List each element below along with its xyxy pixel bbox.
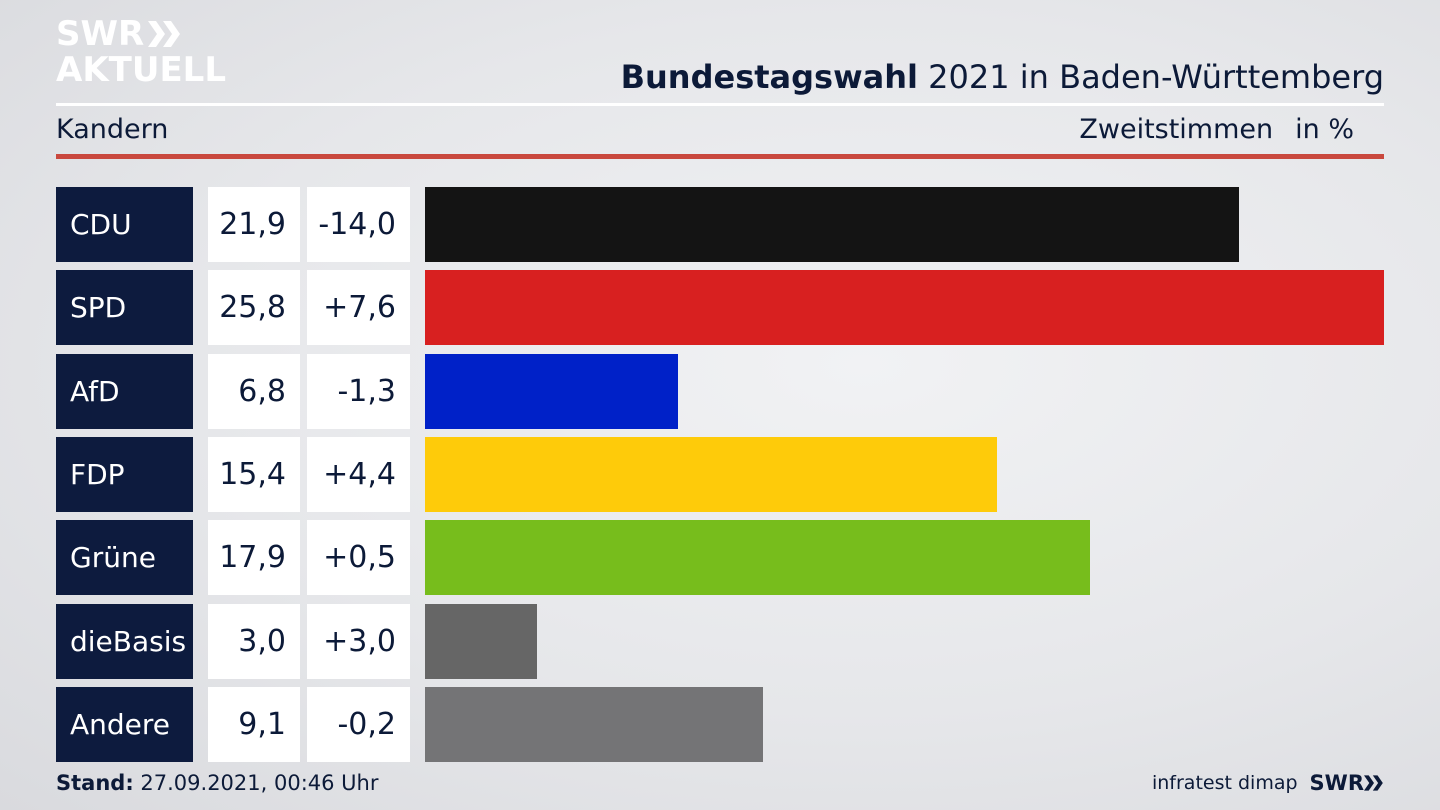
logo-aktuell-text: AKTUELL [56,50,227,90]
party-label: AfD [56,354,193,429]
bar-andere [425,687,763,762]
party-label: SPD [56,270,193,345]
stand-label: Stand: [56,771,134,795]
chart-title: Bundestagswahl 2021 in Baden-Württemberg [621,58,1384,96]
bar-row: Grüne 17,9 +0,5 [56,520,1384,595]
bar-fdp [425,437,997,512]
measure-text: Zweitstimmen [1079,114,1274,145]
vote-change-value: +0,5 [307,520,410,595]
unit-text: in % [1295,114,1354,145]
bar-row: Andere 9,1 -0,2 [56,687,1384,762]
party-label: FDP [56,437,193,512]
vote-change-value: -1,3 [307,354,410,429]
chart-title-bold: Bundestagswahl [620,58,918,96]
vote-share-value: 6,8 [208,354,300,429]
bar-spd [425,270,1384,345]
swr-footer-text: SWR [1309,771,1364,795]
stand-value: 27.09.2021, 00:46 Uhr [133,771,379,795]
subheader-divider [56,154,1384,159]
source-credit: infratest dimap SWR [1152,771,1384,795]
source-text: infratest dimap [1151,772,1298,794]
vote-change-value: -0,2 [307,687,410,762]
stand-timestamp: Stand: 27.09.2021, 00:46 Uhr [56,771,379,795]
bar-cdu [425,187,1239,262]
double-chevron-icon [1364,775,1383,791]
bar-row: SPD 25,8 +7,6 [56,270,1384,345]
party-label: Grüne [56,520,193,595]
vote-share-value: 9,1 [208,687,300,762]
bar-grüne [425,520,1090,595]
vote-share-value: 21,9 [208,187,300,262]
vote-share-value: 25,8 [208,270,300,345]
party-label: Andere [56,687,193,762]
vote-change-value: -14,0 [307,187,410,262]
region-label: Kandern [56,114,169,145]
bar-row: AfD 6,8 -1,3 [56,354,1384,429]
logo-swr-text: SWR [56,14,145,54]
vote-change-value: +7,6 [307,270,410,345]
vote-share-value: 3,0 [208,604,300,679]
swr-footer-logo: SWR [1310,771,1384,795]
bar-afd [425,354,678,429]
vote-change-value: +3,0 [307,604,410,679]
bar-row: CDU 21,9 -14,0 [56,187,1384,262]
party-label: dieBasis [56,604,193,679]
double-chevron-icon [148,21,181,47]
party-label: CDU [56,187,193,262]
bar-row: dieBasis 3,0 +3,0 [56,604,1384,679]
vote-share-value: 15,4 [208,437,300,512]
swr-aktuell-logo: SWR AKTUELL [56,16,226,88]
vote-change-value: +4,4 [307,437,410,512]
bar-diebasis [425,604,537,679]
header-divider [56,103,1384,106]
measure-label: Zweitstimmen in % [1079,114,1354,145]
bar-row: FDP 15,4 +4,4 [56,437,1384,512]
vote-share-value: 17,9 [208,520,300,595]
chart-title-rest: 2021 in Baden-Württemberg [917,58,1384,96]
